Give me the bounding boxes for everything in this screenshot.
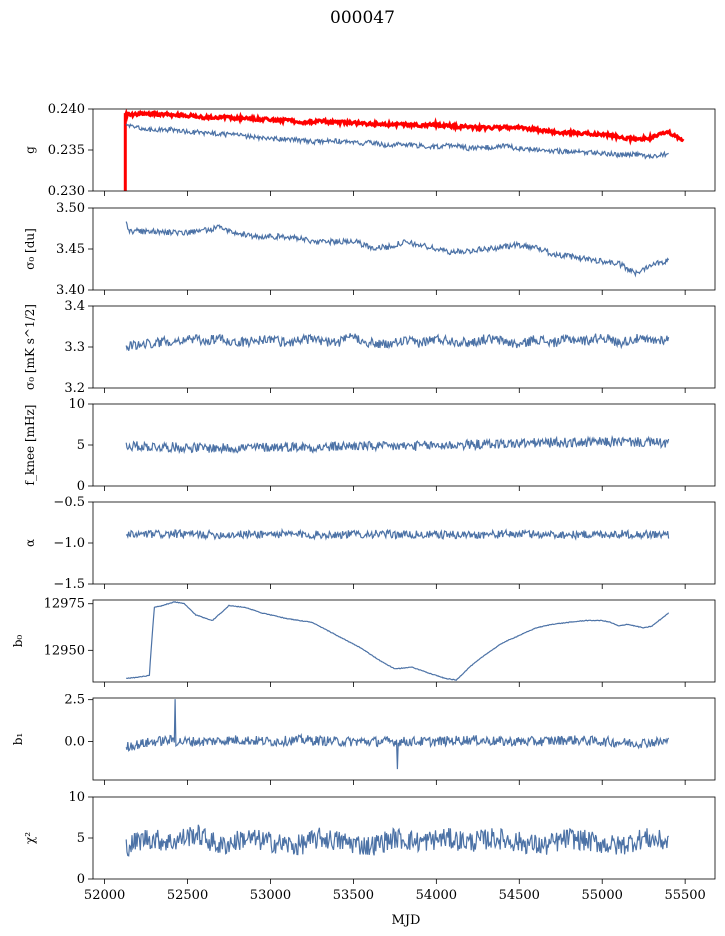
- figure-title: 000047: [330, 8, 395, 28]
- series-line-2-1: [125, 221, 670, 278]
- y-tick-label: 0.240: [48, 102, 85, 117]
- y-axis-label: b₀: [11, 635, 25, 648]
- y-tick-label: 12950: [44, 643, 85, 658]
- y-axis-label: σ₀ [mK s^1/2]: [23, 304, 37, 390]
- x-tick-label: 55000: [582, 888, 623, 903]
- series-line-3-1: [125, 332, 670, 351]
- series-line-6-1: [125, 601, 670, 682]
- x-axis-label: MJD: [392, 913, 421, 928]
- y-tick-label: 10: [68, 397, 85, 412]
- x-tick-label: 53000: [250, 888, 291, 903]
- y-tick-label: 3.2: [64, 381, 85, 396]
- x-tick-label: 52500: [167, 888, 208, 903]
- panel-3: 3.2 3.3 3.4 σ₀ [mK s^1/2]: [23, 299, 716, 396]
- y-tick-label: 10: [68, 790, 85, 805]
- y-tick-label: 0: [77, 479, 85, 494]
- x-tick-label: 53500: [333, 888, 374, 903]
- y-axis-label: α: [23, 539, 37, 547]
- y-tick-label: −1.0: [53, 536, 85, 551]
- panel-frame: [92, 697, 716, 781]
- series-line-1-1: [123, 109, 685, 191]
- y-tick-label: 0.235: [48, 143, 85, 158]
- y-tick-label: 3.4: [64, 299, 85, 314]
- y-tick-label: 3.40: [56, 283, 85, 298]
- y-tick-label: 5: [77, 438, 85, 453]
- y-tick-label: −0.5: [53, 495, 85, 510]
- y-tick-label: 3.50: [56, 201, 85, 216]
- panel-5: −1.5 −1.0 −0.5 α: [23, 495, 716, 592]
- y-tick-label: 0: [77, 872, 85, 887]
- x-tick-label: 54500: [499, 888, 540, 903]
- panel-frame: [92, 501, 716, 585]
- panel-frame: [92, 599, 716, 683]
- y-axis-label: b₁: [11, 733, 25, 746]
- series-line-4-1: [125, 434, 670, 455]
- y-tick-label: 5: [77, 831, 85, 846]
- x-tick-label: 55500: [664, 888, 705, 903]
- y-tick-label: 3.45: [56, 242, 85, 257]
- y-tick-label: −1.5: [53, 577, 85, 592]
- panel-4: 0 5 10 f_knee [mHz]: [23, 397, 716, 494]
- series-line-5-1: [125, 527, 670, 541]
- y-axis-label: f_knee [mHz]: [23, 405, 37, 486]
- y-tick-label: 3.3: [64, 340, 85, 355]
- panel-6: 12950 12975 b₀: [11, 597, 716, 687]
- y-tick-label: 12975: [44, 597, 85, 612]
- panel-frame: [92, 108, 716, 192]
- panel-8: 0 5 10 52000 52500 53000 53500 54000 54500 55000 5…: [23, 790, 716, 903]
- x-tick-label: 52000: [84, 888, 125, 903]
- y-tick-label: 0.230: [48, 184, 85, 199]
- panel-frame: [92, 207, 716, 291]
- series-line-1-2: [125, 122, 669, 160]
- y-axis-label: χ²: [23, 832, 37, 844]
- y-axis-label: σ₀ [du]: [23, 228, 37, 270]
- series-line-7-1: [125, 699, 670, 770]
- panel-1: 0.230 0.235 0.240 g: [23, 102, 716, 199]
- y-axis-label: g: [23, 146, 37, 154]
- series-line-8-1: [125, 824, 670, 857]
- y-tick-label: 2.5: [64, 693, 85, 708]
- y-tick-label: 0.0: [64, 735, 85, 750]
- x-tick-label: 54000: [416, 888, 457, 903]
- panel-7: 0.0 2.5 b₁: [11, 693, 716, 785]
- panel-2: 3.40 3.45 3.50 σ₀ [du]: [23, 201, 716, 298]
